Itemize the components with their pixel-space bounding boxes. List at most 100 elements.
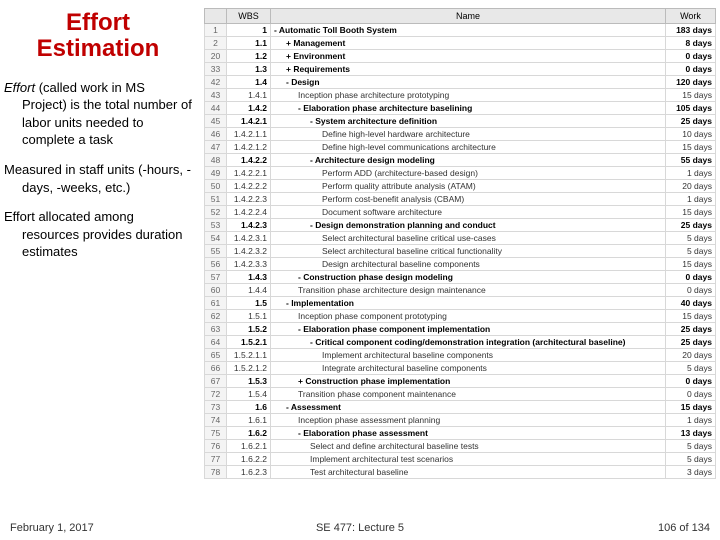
cell-name: - Design demonstration planning and cond… [271,219,666,232]
cell-rownum: 44 [205,102,227,115]
cell-wbs: 1.6.1 [227,414,271,427]
cell-work: 5 days [666,232,716,245]
cell-work: 15 days [666,310,716,323]
cell-work: 15 days [666,206,716,219]
cell-rownum: 72 [205,388,227,401]
table-row: 601.4.4Transition phase architecture des… [205,284,716,297]
cell-name: + Construction phase implementation [271,375,666,388]
cell-rownum: 61 [205,297,227,310]
cell-rownum: 1 [205,24,227,37]
cell-name: Inception phase assessment planning [271,414,666,427]
cell-wbs: 1.6.2 [227,427,271,440]
cell-rownum: 64 [205,336,227,349]
cell-rownum: 45 [205,115,227,128]
cell-rownum: 53 [205,219,227,232]
cell-rownum: 57 [205,271,227,284]
cell-wbs: 1.4.2.1 [227,115,271,128]
cell-name: + Requirements [271,63,666,76]
cell-wbs: 1.4.2.1.2 [227,141,271,154]
cell-rownum: 67 [205,375,227,388]
col-rownum [205,9,227,24]
cell-work: 25 days [666,336,716,349]
cell-work: 1 days [666,414,716,427]
cell-work: 25 days [666,323,716,336]
cell-work: 183 days [666,24,716,37]
cell-name: Document software architecture [271,206,666,219]
cell-wbs: 1.5.3 [227,375,271,388]
table-row: 541.4.2.3.1Select architectural baseline… [205,232,716,245]
table-row: 331.3+ Requirements0 days [205,63,716,76]
cell-name: + Environment [271,50,666,63]
cell-rownum: 63 [205,323,227,336]
cell-rownum: 76 [205,440,227,453]
cell-work: 0 days [666,388,716,401]
cell-rownum: 78 [205,466,227,479]
table-row: 641.5.2.1- Critical component coding/dem… [205,336,716,349]
table-row: 621.5.1Inception phase component prototy… [205,310,716,323]
cell-name: Implement architectural baseline compone… [271,349,666,362]
cell-work: 8 days [666,37,716,50]
table-row: 491.4.2.2.1Perform ADD (architecture-bas… [205,167,716,180]
cell-wbs: 1.4.2.1.1 [227,128,271,141]
cell-name: Select architectural baseline critical u… [271,232,666,245]
cell-work: 40 days [666,297,716,310]
table-row: 741.6.1Inception phase assessment planni… [205,414,716,427]
cell-rownum: 51 [205,193,227,206]
table-row: 481.4.2.2- Architecture design modeling5… [205,154,716,167]
col-wbs: WBS [227,9,271,24]
cell-wbs: 1.1 [227,37,271,50]
cell-work: 55 days [666,154,716,167]
cell-rownum: 62 [205,310,227,323]
table-row: 501.4.2.2.2Perform quality attribute ana… [205,180,716,193]
col-name: Name [271,9,666,24]
col-work: Work [666,9,716,24]
body-paragraph: Measured in staff units (-hours, -days, … [4,161,192,196]
table-header: WBS Name Work [205,9,716,24]
table-row: 571.4.3- Construction phase design model… [205,271,716,284]
cell-wbs: 1.4.2 [227,102,271,115]
cell-wbs: 1 [227,24,271,37]
table-row: 751.6.2- Elaboration phase assessment13 … [205,427,716,440]
slide-title: Effort Estimation [4,10,192,63]
cell-wbs: 1.5 [227,297,271,310]
cell-work: 1 days [666,167,716,180]
table-row: 551.4.2.3.2Select architectural baseline… [205,245,716,258]
cell-name: Transition phase component maintenance [271,388,666,401]
footer-title: SE 477: Lecture 5 [0,522,720,534]
cell-work: 15 days [666,401,716,414]
cell-name: - Assessment [271,401,666,414]
cell-work: 0 days [666,63,716,76]
right-panel: WBS Name Work 11- Automatic Toll Booth S… [200,0,720,540]
cell-name: Test architectural baseline [271,466,666,479]
cell-name: Transition phase architecture design mai… [271,284,666,297]
cell-wbs: 1.4.3 [227,271,271,284]
cell-work: 15 days [666,89,716,102]
cell-rownum: 47 [205,141,227,154]
cell-wbs: 1.6 [227,401,271,414]
cell-work: 5 days [666,362,716,375]
cell-rownum: 56 [205,258,227,271]
cell-name: - Elaboration phase component implementa… [271,323,666,336]
cell-wbs: 1.4 [227,76,271,89]
cell-work: 0 days [666,271,716,284]
cell-work: 13 days [666,427,716,440]
cell-rownum: 49 [205,167,227,180]
cell-wbs: 1.4.2.3.3 [227,258,271,271]
cell-name: - Design [271,76,666,89]
cell-work: 105 days [666,102,716,115]
cell-wbs: 1.4.2.2.3 [227,193,271,206]
cell-wbs: 1.6.2.2 [227,453,271,466]
footer: February 1, 2017 SE 477: Lecture 5 106 o… [0,522,720,534]
cell-work: 120 days [666,76,716,89]
cell-name: - Automatic Toll Booth System [271,24,666,37]
table-row: 461.4.2.1.1Define high-level hardware ar… [205,128,716,141]
table-row: 441.4.2- Elaboration phase architecture … [205,102,716,115]
cell-name: Design architectural baseline components [271,258,666,271]
cell-rownum: 66 [205,362,227,375]
cell-rownum: 33 [205,63,227,76]
cell-work: 5 days [666,453,716,466]
cell-work: 3 days [666,466,716,479]
cell-work: 20 days [666,180,716,193]
cell-name: - Construction phase design modeling [271,271,666,284]
cell-name: - Elaboration phase assessment [271,427,666,440]
